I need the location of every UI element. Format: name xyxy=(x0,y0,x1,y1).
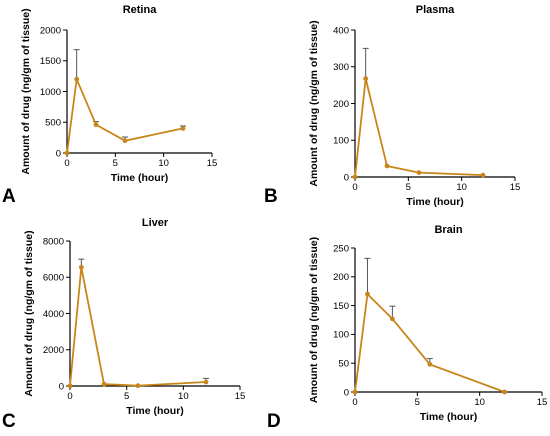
series-line xyxy=(354,293,505,393)
data-point xyxy=(363,76,369,81)
x-tick-label: 0 xyxy=(64,158,69,169)
x-tick-label: 10 xyxy=(456,182,467,193)
panel-letter: B xyxy=(264,186,278,207)
y-tick-label: 8000 xyxy=(43,236,64,247)
y-tick-label: 400 xyxy=(333,25,349,36)
y-tick-label: 2000 xyxy=(43,345,64,356)
y-tick-label: 1000 xyxy=(40,87,61,98)
data-point xyxy=(64,150,70,156)
y-tick-label: 100 xyxy=(333,330,349,341)
data-point xyxy=(93,122,99,128)
y-tick-label: 150 xyxy=(333,301,349,312)
chart-title: Liver xyxy=(142,217,169,229)
y-tick-label: 6000 xyxy=(43,273,64,284)
y-axis-label: Amount of drug (ng/gm of tissue) xyxy=(20,8,32,174)
y-tick-label: 4000 xyxy=(43,309,64,320)
x-tick-label: 10 xyxy=(474,397,485,408)
data-point xyxy=(67,383,73,389)
y-tick-label: 1500 xyxy=(40,56,61,67)
data-point xyxy=(78,264,84,270)
data-point xyxy=(135,383,141,389)
chart-title: Plasma xyxy=(416,4,455,16)
x-tick-label: 5 xyxy=(406,182,411,193)
chart-title: Retina xyxy=(123,4,158,16)
data-point xyxy=(352,389,358,395)
chart-title: Brain xyxy=(434,224,462,236)
series-line xyxy=(354,77,484,178)
data-point xyxy=(416,170,422,175)
y-axis-label: Amount of drug (ng/gm of tissue) xyxy=(308,20,320,186)
x-axis-label: Time (hour) xyxy=(406,196,464,208)
data-point xyxy=(390,316,395,322)
data-point xyxy=(480,172,486,178)
x-axis-label: Time (hour) xyxy=(126,405,184,417)
data-point xyxy=(180,125,186,131)
panel-letter: D xyxy=(267,411,281,432)
y-tick-label: 50 xyxy=(338,359,349,370)
y-tick-label: 250 xyxy=(333,243,349,254)
x-tick-label: 5 xyxy=(113,158,118,169)
y-tick-label: 0 xyxy=(344,172,349,183)
data-point xyxy=(352,174,358,180)
x-axis-label: Time (hour) xyxy=(420,411,478,423)
series-line xyxy=(69,266,207,387)
x-tick-label: 15 xyxy=(510,182,521,193)
y-tick-label: 100 xyxy=(333,136,349,147)
y-axis-label: Amount of drug (ng/gm of tissue) xyxy=(23,230,35,396)
x-tick-label: 0 xyxy=(352,397,357,408)
x-tick-label: 15 xyxy=(207,158,218,169)
data-point xyxy=(74,76,80,82)
data-point xyxy=(502,389,507,395)
y-tick-label: 200 xyxy=(333,272,349,283)
y-axis-label: Amount of drug (ng/gm of tissue) xyxy=(308,237,320,403)
data-point xyxy=(365,291,370,297)
x-tick-label: 15 xyxy=(537,397,548,408)
y-tick-label: 200 xyxy=(333,99,349,110)
chart-panel-b: 0 5 10 15 0 100 200 300 400 Plasma Time (hour) Amou… xyxy=(264,4,520,208)
y-tick-label: 500 xyxy=(45,118,61,129)
panel-letter: C xyxy=(2,411,16,432)
y-tick-label: 0 xyxy=(344,387,349,398)
data-point xyxy=(427,361,433,367)
y-tick-label: 0 xyxy=(56,148,61,159)
x-tick-label: 0 xyxy=(67,391,72,402)
data-point xyxy=(203,379,209,385)
x-tick-label: 5 xyxy=(124,391,129,402)
chart-panel-c: 0 5 10 15 0 2000 4000 6000 8000 Liver Time (hour) A… xyxy=(2,217,245,432)
x-tick-label: 10 xyxy=(178,391,189,402)
x-tick-label: 15 xyxy=(235,391,246,402)
x-tick-label: 0 xyxy=(352,182,357,193)
data-point xyxy=(101,381,107,387)
x-axis-label: Time (hour) xyxy=(111,172,169,184)
x-tick-label: 5 xyxy=(415,397,420,408)
panel-letter: A xyxy=(2,186,16,207)
data-point xyxy=(122,138,128,144)
y-tick-label: 2000 xyxy=(40,25,61,36)
y-tick-label: 300 xyxy=(333,62,349,73)
x-tick-label: 10 xyxy=(158,158,169,169)
chart-panel-a: 0 5 10 15 0 500 1000 1500 2000 Retina Time (hour) A… xyxy=(2,4,217,207)
y-tick-label: 0 xyxy=(59,381,64,392)
data-point xyxy=(384,163,390,169)
